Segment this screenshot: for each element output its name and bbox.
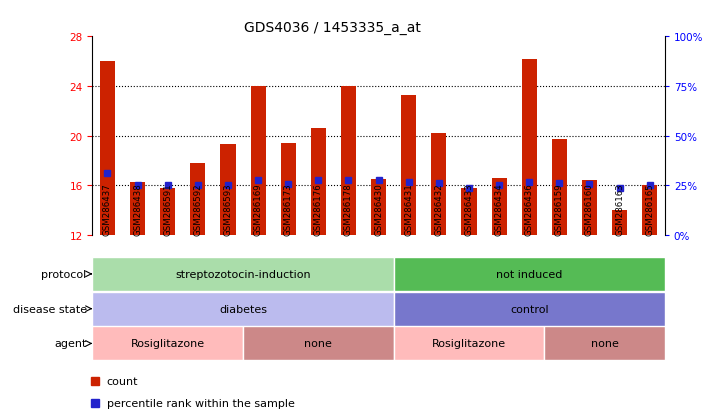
Bar (220, 145, 235, 235)
Bar (160, 188, 176, 235)
Bar (461, 188, 476, 235)
Text: none: none (304, 339, 332, 349)
Bar (491, 178, 507, 235)
Bar (371, 180, 386, 235)
Text: control: control (510, 304, 549, 314)
Bar (130, 182, 145, 235)
Text: protocol: protocol (41, 269, 87, 279)
Text: disease state: disease state (13, 304, 87, 314)
Bar (432, 134, 447, 235)
Text: agent: agent (54, 339, 87, 349)
Bar (250, 87, 266, 235)
Bar (642, 186, 657, 235)
Text: Rosiglitazone: Rosiglitazone (131, 339, 205, 349)
Bar (522, 59, 537, 235)
Bar (612, 211, 627, 235)
Bar (311, 129, 326, 235)
Text: none: none (591, 339, 619, 349)
Text: Rosiglitazone: Rosiglitazone (432, 339, 506, 349)
Text: count: count (107, 377, 138, 387)
Bar (92, 257, 394, 291)
Bar (545, 327, 665, 361)
Bar (100, 62, 115, 235)
Bar (552, 140, 567, 235)
Bar (243, 327, 394, 361)
Text: diabetes: diabetes (219, 304, 267, 314)
Bar (191, 164, 205, 235)
Text: percentile rank within the sample: percentile rank within the sample (107, 398, 294, 408)
Title: GDS4036 / 1453335_a_at: GDS4036 / 1453335_a_at (245, 21, 421, 35)
Bar (394, 257, 665, 291)
Bar (281, 144, 296, 235)
Bar (582, 181, 597, 235)
Bar (92, 327, 243, 361)
Text: streptozotocin-induction: streptozotocin-induction (175, 269, 311, 279)
Bar (394, 292, 665, 326)
Bar (394, 327, 545, 361)
Bar (92, 292, 394, 326)
Text: not induced: not induced (496, 269, 562, 279)
Bar (341, 87, 356, 235)
Bar (401, 95, 416, 235)
